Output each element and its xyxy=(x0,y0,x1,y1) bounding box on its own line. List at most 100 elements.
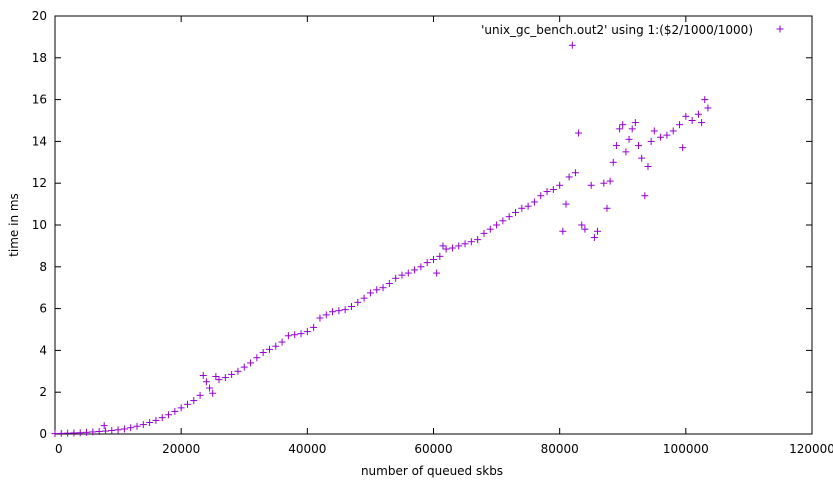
data-point xyxy=(183,400,191,408)
data-point xyxy=(177,404,185,412)
data-point xyxy=(366,289,374,297)
data-point xyxy=(600,179,608,187)
axis-ticks: 0 20000 40000 60000 80000 100000 120000 0 2 4 6 8 10… xyxy=(32,9,833,456)
data-point xyxy=(603,204,611,212)
data-point xyxy=(329,308,337,316)
data-point xyxy=(152,416,160,424)
y-tick-label: 4 xyxy=(39,343,47,357)
data-point xyxy=(190,397,198,405)
x-tick-label: 100000 xyxy=(663,442,709,456)
data-point xyxy=(120,425,128,433)
data-point xyxy=(101,427,109,435)
data-point xyxy=(628,125,636,133)
data-point xyxy=(433,269,441,277)
data-point xyxy=(335,307,343,315)
data-point xyxy=(493,221,501,229)
legend-marker xyxy=(776,25,784,33)
data-point xyxy=(202,378,210,386)
data-point xyxy=(212,373,220,381)
data-point xyxy=(196,391,204,399)
data-point xyxy=(297,330,305,338)
data-point xyxy=(571,169,579,177)
data-point xyxy=(127,424,135,432)
data-point xyxy=(455,242,463,250)
data-point xyxy=(404,269,412,277)
data-point xyxy=(442,245,450,253)
data-point xyxy=(606,177,614,185)
data-point xyxy=(158,414,166,422)
data-point xyxy=(322,311,330,319)
legend-marker-plus xyxy=(776,25,784,33)
data-point xyxy=(609,158,617,166)
data-point xyxy=(565,173,573,181)
data-point xyxy=(417,263,425,271)
data-point xyxy=(247,359,255,367)
y-tick-label: 0 xyxy=(39,427,47,441)
y-tick-label: 10 xyxy=(32,218,47,232)
data-point xyxy=(76,429,84,437)
data-point xyxy=(644,162,652,170)
data-point xyxy=(70,429,78,437)
data-point xyxy=(524,202,532,210)
data-point xyxy=(272,342,280,350)
y-tick-label: 8 xyxy=(39,260,47,274)
data-point xyxy=(95,427,103,435)
y-tick-label: 2 xyxy=(39,385,47,399)
data-point xyxy=(303,328,311,336)
data-point xyxy=(360,294,368,302)
data-point xyxy=(499,217,507,225)
data-point xyxy=(612,142,620,150)
data-point xyxy=(467,238,475,246)
data-point xyxy=(284,332,292,340)
x-tick-label: 0 xyxy=(55,442,63,456)
data-point xyxy=(379,284,387,292)
legend-label: 'unix_gc_bench.out2' using 1:($2/1000/10… xyxy=(481,23,753,37)
data-point xyxy=(694,110,702,118)
data-point xyxy=(83,428,91,436)
data-point xyxy=(347,303,355,311)
data-point xyxy=(430,255,437,263)
data-point xyxy=(265,345,273,353)
data-point xyxy=(625,135,633,143)
data-point xyxy=(64,429,72,437)
data-point xyxy=(704,104,712,112)
data-point xyxy=(341,306,349,314)
data-point xyxy=(578,221,586,229)
data-point xyxy=(253,354,261,362)
data-point xyxy=(310,323,318,331)
data-point xyxy=(439,242,447,250)
data-point xyxy=(594,227,602,235)
data-point xyxy=(234,367,242,375)
y-tick-label: 20 xyxy=(32,9,47,23)
data-point xyxy=(199,371,207,379)
data-point xyxy=(474,236,482,244)
data-point xyxy=(373,286,381,294)
x-tick-label: 20000 xyxy=(162,442,200,456)
data-point xyxy=(619,121,627,129)
data-point xyxy=(682,112,690,120)
data-point xyxy=(537,192,545,200)
data-point xyxy=(354,298,362,306)
legend: 'unix_gc_bench.out2' using 1:($2/1000/10… xyxy=(481,23,784,37)
data-point xyxy=(657,133,665,141)
data-point xyxy=(480,229,488,237)
data-point xyxy=(259,348,267,356)
data-point xyxy=(108,426,116,434)
y-tick-label: 12 xyxy=(32,176,47,190)
data-point xyxy=(215,376,223,384)
data-point xyxy=(51,430,59,438)
data-point xyxy=(622,148,630,156)
data-point xyxy=(133,422,141,430)
y-tick-label: 16 xyxy=(32,93,47,107)
data-point xyxy=(616,125,624,133)
data-point xyxy=(587,181,595,189)
x-tick-label: 60000 xyxy=(414,442,452,456)
data-point xyxy=(581,225,589,233)
data-point xyxy=(385,280,393,288)
data-point xyxy=(436,252,444,260)
data-point xyxy=(698,119,706,127)
data-point xyxy=(423,259,431,267)
data-point xyxy=(518,204,526,212)
data-point xyxy=(316,314,324,322)
